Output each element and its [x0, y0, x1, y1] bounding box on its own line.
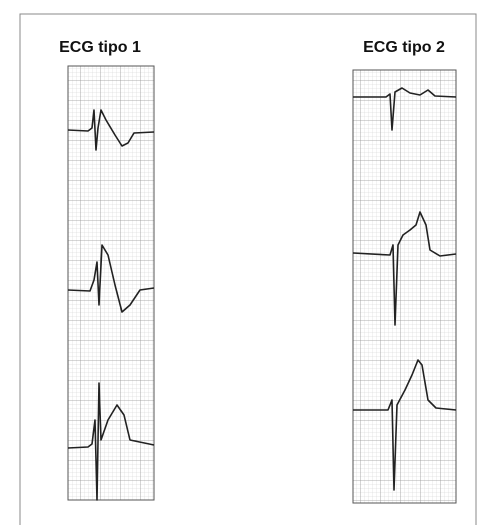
figure: ECG tipo 1 ECG tipo 2: [0, 0, 484, 525]
ecg-strip: [353, 70, 456, 503]
ecg-strip: [68, 66, 154, 500]
panel-title: ECG tipo 1: [59, 39, 141, 56]
page: ECG tipo 1 ECG tipo 2 (() => { const dat…: [0, 0, 484, 525]
panel-title: ECG tipo 2: [363, 39, 445, 56]
ecg-grid: [353, 70, 456, 503]
